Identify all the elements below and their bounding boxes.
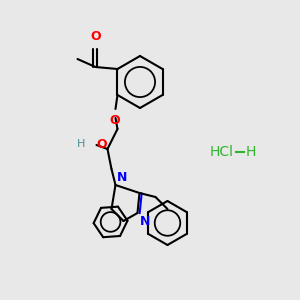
Text: N: N xyxy=(140,215,150,228)
Text: N: N xyxy=(116,171,127,184)
Text: H: H xyxy=(77,139,86,149)
Text: O: O xyxy=(90,30,101,43)
Text: H: H xyxy=(246,145,256,159)
Text: O: O xyxy=(97,139,107,152)
Text: O: O xyxy=(109,114,120,127)
Text: HCl: HCl xyxy=(210,145,234,159)
